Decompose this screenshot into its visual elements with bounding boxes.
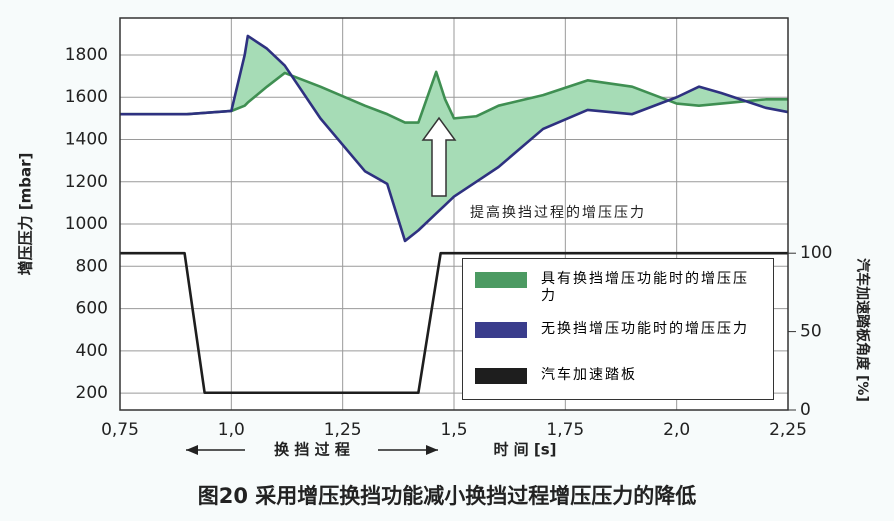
y-tick-label: 1600 (65, 87, 108, 107)
y-axis-label: 增压压力 [mbar] (17, 153, 35, 276)
y2-tick-label: 0 (800, 400, 811, 420)
legend-label: 无换挡增压功能时的增压压力 (541, 321, 749, 337)
y-tick-label: 1200 (65, 172, 108, 192)
x-tick-label: 0,75 (101, 420, 139, 440)
arrow (421, 116, 457, 197)
x-tick-label: 2,0 (663, 420, 690, 440)
chart-title: 图20 采用增压换挡功能减小换挡过程增压压力的降低 (198, 484, 697, 508)
annotation: 换 挡 过 程 (274, 441, 350, 459)
x-tick-label: 1,5 (440, 420, 467, 440)
legend-swatch (475, 368, 527, 384)
annotation: 提高换挡过程的增压压力 (470, 204, 646, 221)
legend-item: 具有换挡增压功能时的增压压力 (475, 271, 761, 305)
legend-swatch (475, 322, 527, 338)
series-line (120, 251, 788, 395)
y-tick-label: 200 (76, 383, 108, 403)
plot-frame (119, 17, 789, 411)
x-axis-label: 时 间 [s] (493, 441, 556, 459)
legend-label: 汽车加速踏板 (541, 367, 637, 383)
y-tick-label: 1400 (65, 130, 108, 150)
legend-swatch (475, 272, 527, 288)
x-tick-label: 1,25 (324, 420, 362, 440)
x-tick-label: 1,0 (218, 420, 245, 440)
arrow-head (426, 445, 438, 455)
legend-item: 无换挡增压功能时的增压压力 (475, 321, 761, 338)
legend-label: 具有换挡增压功能时的增压压力 (541, 271, 749, 304)
legend: 具有换挡增压功能时的增压压力无换挡增压功能时的增压压力 汽车加速踏板 (462, 258, 774, 400)
series-line (120, 70, 788, 124)
y2-tick-label: 50 (800, 322, 822, 342)
y2-axis-label: 汽车加速踏板角度 [%] (854, 258, 871, 402)
y-tick-label: 1800 (65, 45, 108, 65)
x-tick-label: 2,25 (769, 420, 807, 440)
y-tick-label: 400 (76, 341, 108, 361)
arrow-head (186, 445, 198, 455)
x-tick-label: 1,75 (546, 420, 584, 440)
y-tick-label: 600 (76, 299, 108, 319)
y2-tick-label: 100 (800, 243, 832, 263)
y-tick-label: 1000 (65, 214, 108, 234)
legend-item: 汽车加速踏板 (475, 367, 761, 384)
series-line (120, 34, 789, 243)
y-tick-label: 800 (76, 256, 108, 276)
